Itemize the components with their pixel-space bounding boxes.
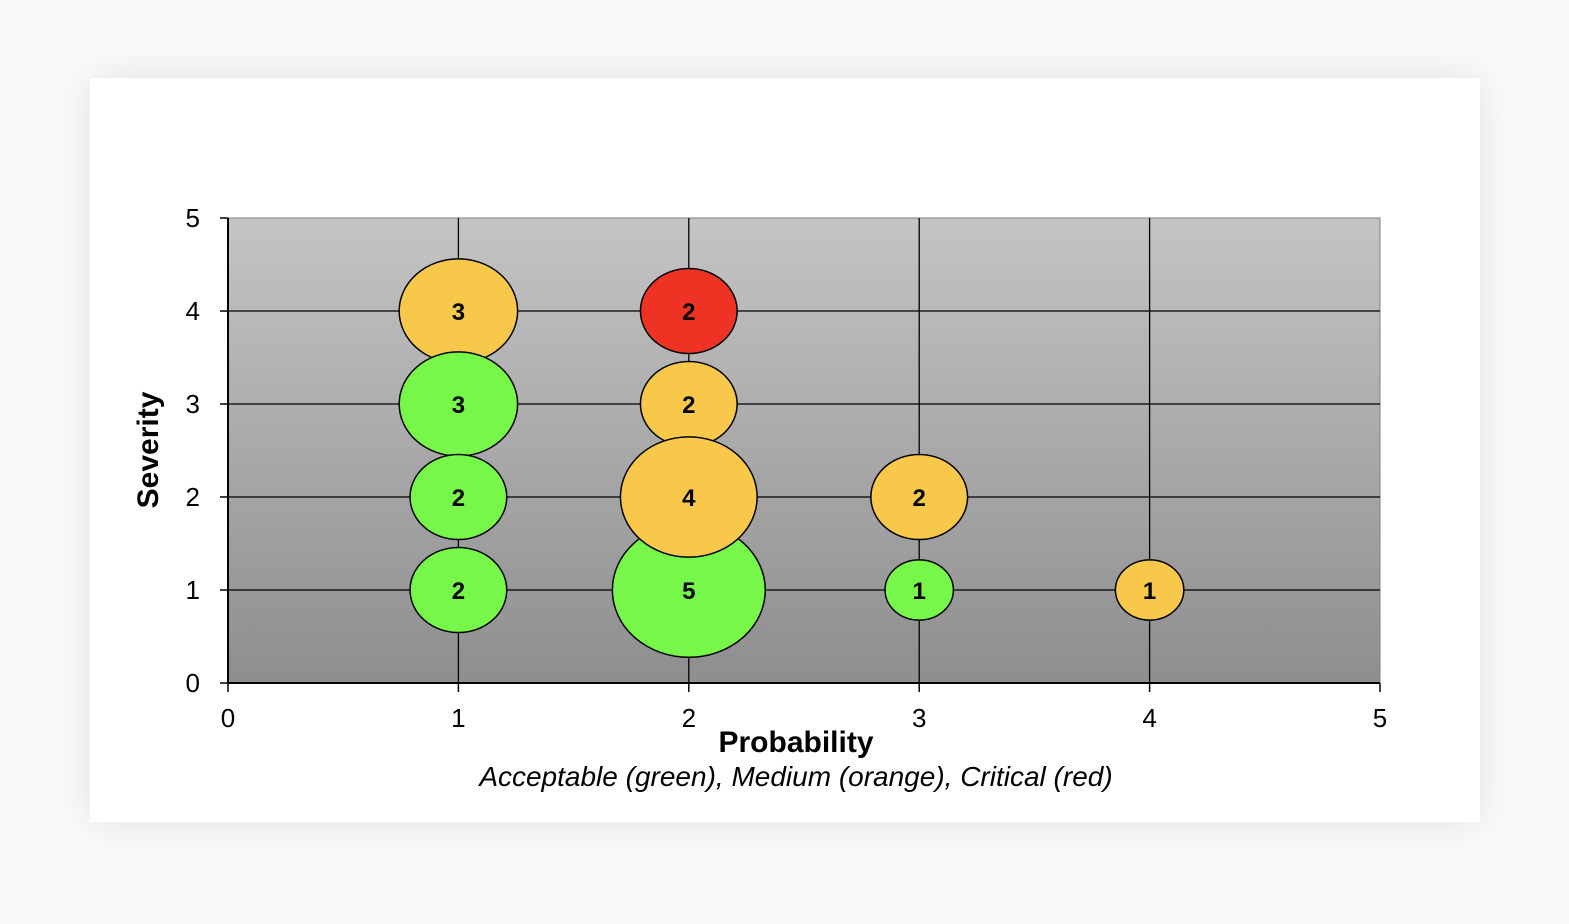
bubble-count-label: 1 (1143, 578, 1156, 605)
bubble-orange (1114, 559, 1185, 621)
bubble-green (884, 559, 955, 621)
x-tick-label: 0 (221, 703, 235, 733)
bubble-green (409, 453, 508, 541)
bubble-chart: 0 1 2 3 4 5 0 1 2 3 4 5 3 3 2 2 2 2 5 4 2 1 1 Probability Sev… (132, 203, 1388, 792)
bubble-count-label: 2 (682, 392, 695, 419)
chart-caption: Acceptable (green), Medium (orange), Cri… (477, 761, 1112, 792)
y-tick-label: 3 (186, 389, 200, 419)
y-tick-label: 0 (186, 668, 200, 698)
y-tick-label: 5 (186, 203, 200, 233)
x-tick-label: 3 (912, 703, 926, 733)
y-axis-title: Severity (132, 391, 165, 508)
bubble-green (409, 546, 508, 634)
bubble-count-label: 2 (452, 578, 465, 605)
y-tick-label: 2 (186, 482, 200, 512)
x-axis-title: Probability (718, 726, 873, 759)
bubble-count-label: 2 (682, 299, 695, 326)
x-tick-label: 5 (1373, 703, 1387, 733)
x-tick-label: 4 (1142, 703, 1156, 733)
bubble-count-label: 1 (913, 578, 926, 605)
axes (220, 217, 1381, 692)
bubble-orange (870, 453, 969, 541)
bubble-orange (619, 436, 758, 558)
y-tick-label: 1 (186, 575, 200, 605)
x-tick-label: 1 (451, 703, 465, 733)
chart-card: 0 1 2 3 4 5 0 1 2 3 4 5 3 3 2 2 2 2 5 4 2 1 1 Probability Sev… (90, 78, 1480, 822)
bubble-count-label: 4 (682, 485, 696, 512)
plot-area (227, 217, 1381, 684)
bubble-count-label: 2 (452, 485, 465, 512)
bubble-red (639, 267, 738, 355)
bubble-count-label: 2 (913, 485, 926, 512)
tick-labels: 0 1 2 3 4 5 0 1 2 3 4 5 (186, 203, 1388, 733)
bubble-count-label: 5 (682, 578, 695, 605)
bubble-count-label: 3 (452, 392, 465, 419)
x-tick-label: 2 (682, 703, 696, 733)
bubbles: 3 3 2 2 2 2 5 4 2 1 1 (398, 258, 1185, 659)
bubble-count-label: 3 (452, 299, 465, 326)
y-tick-label: 4 (186, 296, 200, 326)
